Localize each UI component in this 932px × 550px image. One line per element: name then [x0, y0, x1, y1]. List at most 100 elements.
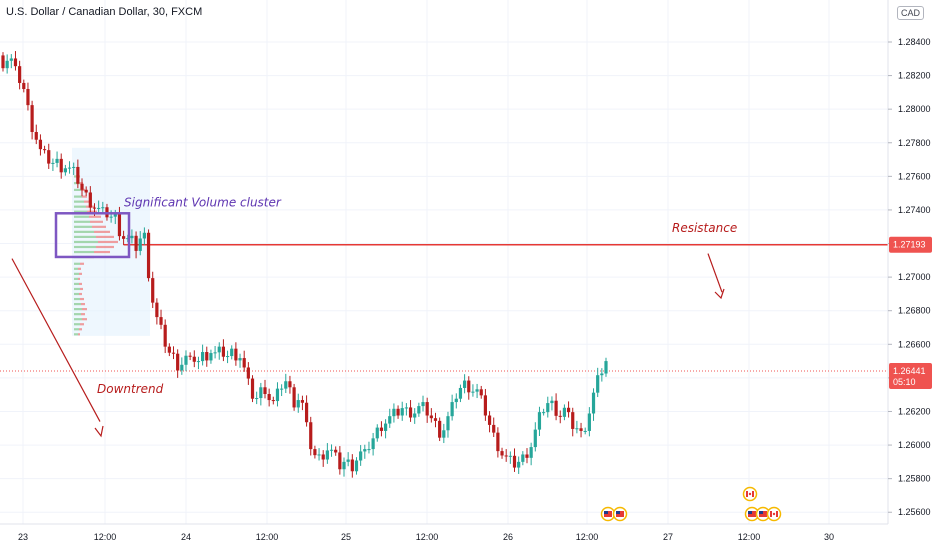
candle-body: [566, 407, 571, 413]
candle-body: [292, 387, 296, 408]
candle-body: [113, 214, 117, 217]
candle-body: [475, 389, 479, 392]
candle-body: [467, 380, 471, 393]
candle-body: [579, 428, 583, 431]
x-tick-label: 12:00: [256, 532, 279, 542]
us-flag-canton: [748, 511, 752, 514]
candle-body: [492, 424, 496, 433]
volume-bar-up: [74, 287, 80, 291]
candle-body: [88, 192, 92, 208]
candle-body: [97, 207, 101, 209]
candle-body: [134, 235, 138, 251]
time-axis[interactable]: 23 12:00 24 12:00 25 12:00 26 12:00 27 12:00 30: [18, 532, 834, 542]
candle-body: [604, 361, 608, 374]
volume-bar-up: [74, 175, 78, 178]
y-tick-label: 1.26600: [898, 339, 931, 349]
candle-body: [275, 388, 280, 402]
resistance-price-tag: [889, 236, 932, 253]
candle-body: [359, 451, 363, 461]
candle-body: [225, 356, 230, 358]
resistance-arrow: [707, 253, 723, 293]
candle-body: [454, 398, 458, 403]
candle-body: [546, 403, 550, 413]
candle-body: [425, 402, 429, 416]
candle-body: [379, 427, 384, 431]
candle-body: [521, 454, 525, 462]
price-axis[interactable]: 1.256001.258001.260001.262001.264001.266…: [888, 37, 931, 517]
volume-bar-down: [79, 328, 82, 331]
resistance-price-text: 1.27193: [893, 240, 926, 250]
candle-body: [367, 449, 371, 451]
candle-body: [267, 394, 271, 401]
candle-body: [458, 387, 463, 399]
candle-body: [562, 407, 567, 417]
volume-bar-down: [96, 235, 114, 239]
candle-body: [171, 352, 176, 354]
ca-flag-leaf: [748, 492, 752, 496]
currency-badge[interactable]: CAD: [896, 6, 924, 20]
volume-bar-up: [74, 188, 81, 191]
volume-bar-down: [79, 282, 82, 286]
volume-bar-down: [79, 272, 82, 275]
candle-body: [400, 408, 404, 416]
candle-body: [63, 168, 67, 173]
candle-body: [487, 415, 492, 425]
x-tick-label: 12:00: [738, 532, 761, 542]
candle-body: [600, 373, 604, 376]
candle-body: [51, 162, 55, 164]
candle-body: [496, 432, 500, 452]
candle-body: [463, 380, 467, 388]
candle-body: [209, 353, 213, 361]
candle-body: [596, 375, 600, 393]
candle-body: [117, 214, 122, 237]
candle-body: [413, 413, 417, 418]
candle-body: [346, 459, 350, 462]
candle-body: [221, 346, 226, 357]
volume-bar-down: [84, 200, 90, 203]
candle-body: [417, 406, 421, 414]
candle-body: [533, 429, 537, 448]
y-tick-label: 1.25600: [898, 507, 931, 517]
candle-body: [363, 449, 367, 452]
candle-body: [130, 235, 134, 239]
candle-body: [80, 183, 84, 190]
x-tick-label: 26: [503, 532, 513, 542]
candle-body: [234, 348, 238, 361]
volume-bar-up: [74, 272, 79, 275]
y-tick-label: 1.28400: [898, 37, 931, 47]
downtrend-arrow: [11, 258, 101, 422]
candle-body: [142, 232, 146, 239]
candle-body: [483, 395, 487, 416]
volume-cluster-box[interactable]: [54, 212, 131, 259]
economic-events[interactable]: [600, 486, 782, 522]
candle-body: [542, 412, 546, 414]
volume-bar-up: [74, 308, 82, 311]
volume-bar-down: [80, 297, 84, 301]
candle-body: [504, 455, 508, 457]
volume-bar-down: [80, 262, 84, 265]
volume-bar-down: [78, 333, 80, 336]
candle-body: [438, 420, 442, 438]
candle-body: [500, 451, 504, 456]
candle-body: [350, 459, 354, 472]
candle-body: [479, 389, 483, 396]
candle-body: [383, 423, 388, 431]
y-tick-label: 1.27000: [898, 272, 931, 282]
candle-body: [329, 449, 334, 451]
volume-bar-down: [89, 215, 101, 218]
volume-bar-up: [74, 235, 96, 239]
x-tick-label: 23: [18, 532, 28, 542]
chart-title: U.S. Dollar / Canadian Dollar, 30, FXCM: [6, 6, 203, 18]
candle-body: [288, 381, 292, 388]
candle-body: [101, 207, 105, 209]
candle-body: [392, 408, 396, 417]
candle-body: [230, 348, 234, 357]
volume-bar-up: [74, 267, 78, 270]
countdown-text: 05:10: [893, 377, 916, 387]
candle-body: [184, 355, 188, 365]
y-tick-label: 1.25800: [898, 474, 931, 484]
candle-body: [317, 454, 321, 456]
candle-body: [354, 460, 359, 472]
volume-bar-down: [80, 182, 83, 185]
